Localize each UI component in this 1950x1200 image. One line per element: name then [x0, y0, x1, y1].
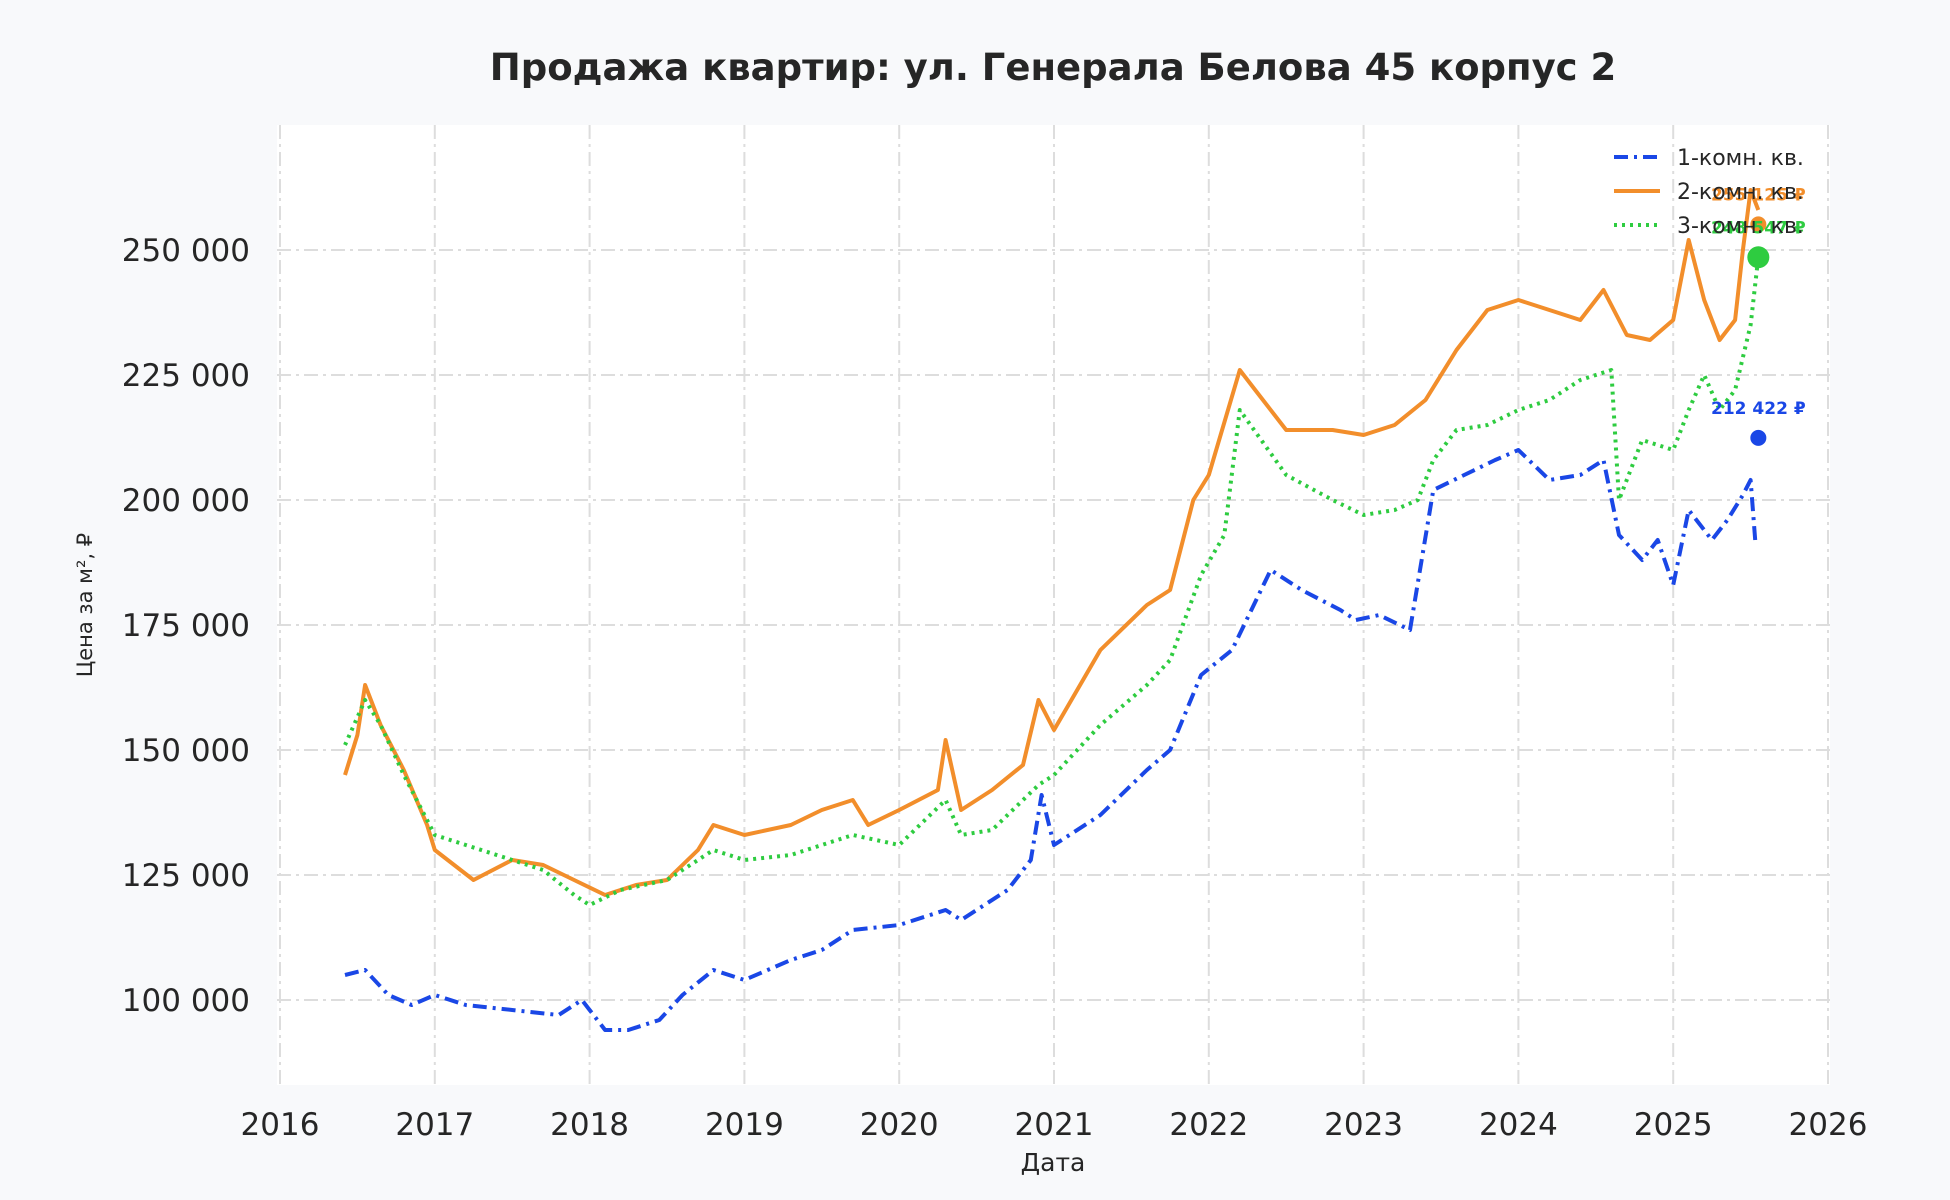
x-tick-label-2023: 2023	[1324, 1107, 1403, 1143]
grid	[277, 125, 1830, 1085]
y-tick-label-225000: 225 000	[122, 358, 250, 394]
series-layer	[343, 188, 1761, 1032]
end-markers: 212 422 ₽ 255 125 ₽ 248 547 ₽	[1711, 185, 1806, 446]
legend-entry-2room[interactable]: 2-комн. кв.	[1614, 180, 1804, 205]
y-tick-label-100000: 100 000	[122, 983, 250, 1019]
x-tick-label-2021: 2021	[1015, 1107, 1094, 1143]
chart-title: Продажа квартир: ул. Генерала Белова 45 …	[490, 46, 1617, 89]
y-tick-label-200000: 200 000	[122, 483, 250, 519]
y-tick-label-125000: 125 000	[122, 858, 250, 894]
end-marker-1room	[1750, 429, 1767, 446]
x-tick-label-2025: 2025	[1634, 1107, 1713, 1143]
end-marker-3room	[1747, 246, 1770, 269]
x-tick-label-2018: 2018	[550, 1107, 629, 1143]
x-tick-label-2016: 2016	[241, 1107, 320, 1143]
tick-labels: 2016 2017 2018 2019 2020 2021 2022 2023 2024 2025…	[122, 233, 1868, 1143]
x-tick-label-2022: 2022	[1169, 1107, 1248, 1143]
legend-label-2room: 2-комн. кв.	[1677, 180, 1804, 205]
series-line-2room	[343, 188, 1761, 897]
legend-entry-1room[interactable]: 1-комн. кв.	[1614, 146, 1804, 171]
x-tick-label-2019: 2019	[705, 1107, 784, 1143]
legend-label-3room: 3-комн. кв.	[1677, 214, 1804, 239]
y-tick-label-250000: 250 000	[122, 233, 250, 269]
end-label-2room: 255 125 ₽	[1711, 185, 1806, 205]
x-tick-label-2020: 2020	[860, 1107, 939, 1143]
end-label-1room: 212 422 ₽	[1711, 399, 1806, 419]
legend[interactable]: 1-комн. кв. 2-комн. кв. 3-комн. кв.	[1614, 146, 1804, 239]
end-marker-2room	[1750, 216, 1767, 233]
x-tick-label-2026: 2026	[1789, 1107, 1868, 1143]
y-tick-label-175000: 175 000	[122, 608, 250, 644]
series-line-1room	[344, 448, 1758, 1032]
series-line-3room	[343, 257, 1761, 907]
y-tick-label-150000: 150 000	[122, 733, 250, 769]
end-label-3room: 248 547 ₽	[1711, 218, 1806, 238]
legend-label-1room: 1-комн. кв.	[1677, 146, 1804, 171]
y-axis-label: Цена за м², ₽	[73, 533, 97, 677]
x-axis-label: Дата	[1021, 1148, 1086, 1177]
legend-entry-3room[interactable]: 3-комн. кв.	[1614, 214, 1804, 239]
x-tick-label-2017: 2017	[395, 1107, 474, 1143]
x-tick-label-2024: 2024	[1479, 1107, 1558, 1143]
